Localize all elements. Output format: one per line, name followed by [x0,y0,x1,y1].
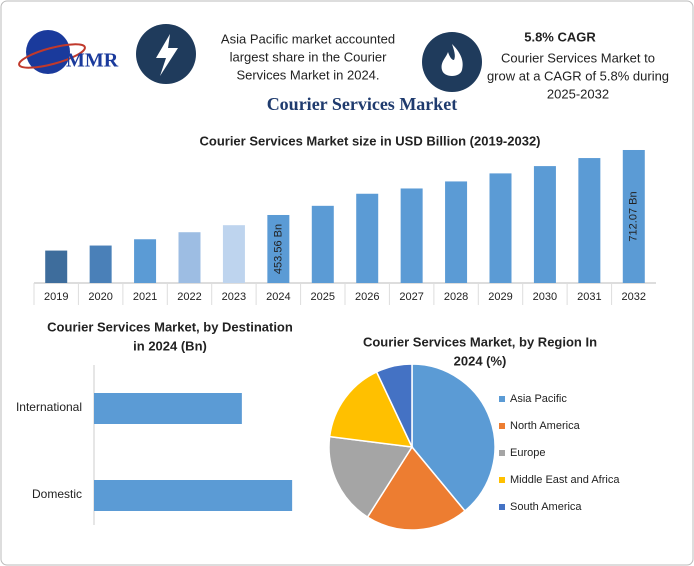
bar-title: Courier Services Market size in USD Bill… [199,133,540,148]
legend-label: Asia Pacific [510,393,567,405]
bar [89,245,112,283]
x-tick-label: 2031 [577,291,601,303]
bar [622,149,645,283]
bar [311,205,334,283]
pie-slice [411,363,496,513]
x-tick-label: 2022 [177,291,201,303]
bar [134,239,157,283]
pie-slice [375,363,413,448]
y-tick-label: International [16,400,82,414]
x-tick-label: 2023 [222,291,246,303]
bar [533,166,556,283]
logo: MMR [18,30,119,74]
note-right: 2025-2032 [547,86,609,101]
x-tick-label: 2028 [444,291,468,303]
x-tick-label: 2032 [622,291,646,303]
bar [178,232,201,283]
y-tick-label: Domestic [32,487,82,501]
x-tick-label: 2025 [311,291,335,303]
legend-label: Middle East and Africa [510,474,620,486]
hbar-title: in 2024 (Bn) [133,338,207,353]
legend-swatch [499,450,505,456]
cagr: 5.8% CAGR [524,29,596,44]
x-tick-label: 2019 [44,291,68,303]
x-tick-label: 2021 [133,291,157,303]
orbit [18,43,86,69]
bar [45,250,68,283]
value-label: 453.56 Bn [272,224,284,274]
pie-title: 2024 (%) [454,353,507,368]
legend-swatch [499,504,505,510]
hbar-title: Courier Services Market, by Destination [47,319,293,334]
x-tick-label: 2024 [266,291,290,303]
note-left: largest share in the Courier [230,49,387,64]
bar [222,225,245,283]
note-left: Services Market in 2024. [236,67,379,82]
bar [267,214,290,283]
bar [489,173,512,283]
note-right: grow at a CAGR of 5.8% during [487,68,669,83]
legend-label: Europe [510,447,545,459]
legend-swatch [499,423,505,429]
x-tick-label: 2027 [399,291,423,303]
bar [400,188,423,283]
note-left: Asia Pacific market accounted [221,31,395,46]
main-title: Courier Services Market [267,94,458,114]
note-right: Courier Services Market to [501,50,655,65]
legend-swatch [499,396,505,402]
x-tick-label: 2020 [88,291,112,303]
x-tick-label: 2026 [355,291,379,303]
logo-text: MMR [66,50,119,72]
value-label: 712.07 Bn [628,191,640,241]
bar [94,393,242,424]
bar [356,193,379,283]
pie-title: Courier Services Market, by Region In [363,334,597,349]
pie-slice [328,435,414,519]
flame [441,44,463,76]
bar [94,480,293,511]
legend-label: North America [510,420,581,432]
pie-slice [366,445,466,531]
bar [578,158,601,283]
x-tick-label: 2029 [488,291,512,303]
x-tick-label: 2030 [533,291,557,303]
legend-swatch [499,477,505,483]
legend-label: South America [510,501,582,513]
pie-slice [328,370,414,448]
bolt [156,34,178,76]
bar [445,181,468,283]
